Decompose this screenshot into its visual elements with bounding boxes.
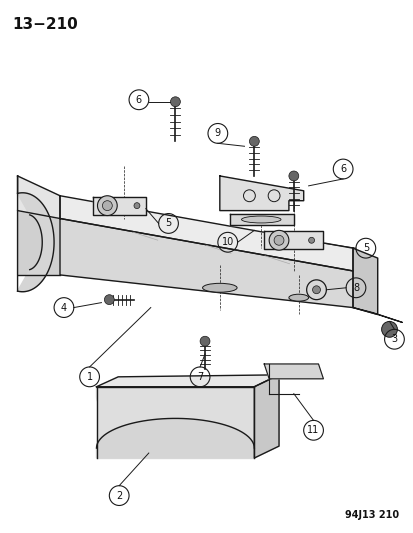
Circle shape <box>134 203 140 208</box>
Circle shape <box>97 196 117 215</box>
Text: 6: 6 <box>135 95 142 105</box>
Polygon shape <box>60 219 352 308</box>
Circle shape <box>288 171 298 181</box>
Text: 4: 4 <box>61 303 67 312</box>
Polygon shape <box>263 364 323 379</box>
Circle shape <box>308 237 314 243</box>
Polygon shape <box>96 387 254 458</box>
Polygon shape <box>17 211 60 275</box>
Polygon shape <box>17 176 60 219</box>
Circle shape <box>312 286 320 294</box>
Text: 6: 6 <box>339 164 345 174</box>
Polygon shape <box>96 375 278 387</box>
Ellipse shape <box>202 284 237 292</box>
Text: 5: 5 <box>362 243 368 253</box>
Circle shape <box>268 230 288 250</box>
Text: 94J13 210: 94J13 210 <box>344 511 399 520</box>
Circle shape <box>381 321 396 337</box>
Circle shape <box>199 336 209 346</box>
Polygon shape <box>219 176 303 211</box>
Polygon shape <box>229 214 293 225</box>
Text: 13−210: 13−210 <box>13 17 78 32</box>
Text: 3: 3 <box>390 334 396 344</box>
Circle shape <box>249 136 259 146</box>
Text: 10: 10 <box>221 237 233 247</box>
Circle shape <box>102 201 112 211</box>
Polygon shape <box>254 375 278 458</box>
Circle shape <box>273 236 283 245</box>
Text: 1: 1 <box>86 372 93 382</box>
Polygon shape <box>17 193 54 292</box>
Polygon shape <box>96 387 254 426</box>
Text: 5: 5 <box>165 219 171 229</box>
Text: 7: 7 <box>197 372 203 382</box>
Polygon shape <box>263 231 323 249</box>
Circle shape <box>170 97 180 107</box>
Text: 11: 11 <box>307 425 319 435</box>
Polygon shape <box>60 196 352 271</box>
Ellipse shape <box>241 216 280 223</box>
Polygon shape <box>96 418 254 458</box>
Polygon shape <box>352 248 377 314</box>
Text: 9: 9 <box>214 128 221 139</box>
Text: 2: 2 <box>116 490 122 500</box>
Polygon shape <box>352 308 401 322</box>
Text: 8: 8 <box>352 283 358 293</box>
Circle shape <box>104 295 114 304</box>
Polygon shape <box>93 197 145 215</box>
Ellipse shape <box>288 294 308 301</box>
